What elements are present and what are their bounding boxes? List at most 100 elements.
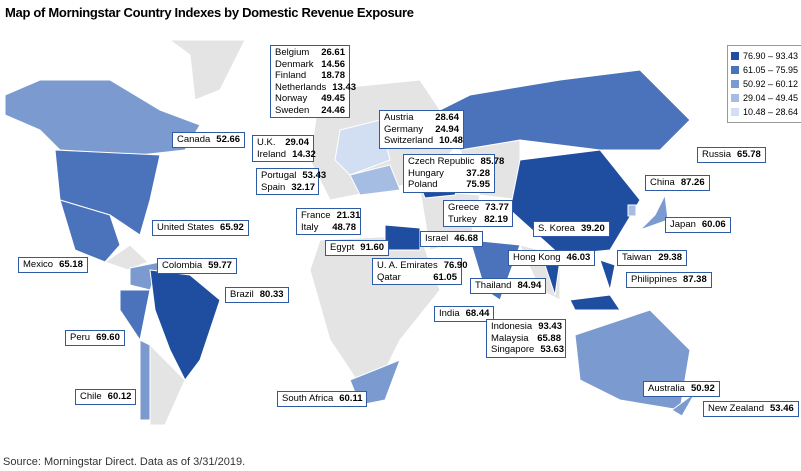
country-name: India: [439, 308, 460, 319]
country-name: Czech Republic: [408, 156, 475, 167]
brazil: [149, 269, 221, 381]
country-value: 87.38: [682, 274, 707, 285]
label-row: Portugal 53.43: [261, 170, 326, 182]
label-row: Israel 46.68: [425, 233, 478, 245]
country-name: U.K.: [257, 137, 276, 148]
japan: [639, 193, 669, 231]
label-row: France 21.31: [301, 210, 360, 222]
country-name: Brazil: [230, 289, 254, 300]
country-name: France: [301, 210, 331, 221]
country-label: Taiwan 29.38: [617, 250, 687, 266]
legend-item: 61.05 – 75.95: [731, 63, 801, 77]
label-row: Finland 18.78: [275, 70, 345, 82]
country-label: Colombia 59.77: [157, 258, 237, 274]
country-label: Canada 52.66: [172, 132, 246, 148]
label-row: Peru 69.60: [70, 332, 120, 344]
country-name: Turkey: [448, 213, 477, 225]
country-value: 60.11: [339, 393, 363, 404]
label-row: Spain 32.17: [261, 181, 316, 194]
country-value: 59.77: [208, 260, 232, 271]
legend: 76.90 – 93.43 61.05 – 75.95 50.92 – 60.12 2…: [727, 45, 801, 123]
country-name: Denmark: [275, 58, 314, 70]
country-label: Australia 50.92: [643, 381, 720, 397]
country-name: Hungary: [408, 167, 444, 179]
country-value: 82.19: [484, 213, 508, 225]
label-row: U. A. Emirates 76.90: [377, 260, 468, 272]
label-row: Poland 75.95: [408, 179, 490, 191]
country-name: Norway: [275, 93, 308, 104]
country-name: Taiwan: [622, 252, 652, 263]
country-value: 65.92: [220, 222, 244, 233]
label-row: Turkey 82.19: [448, 214, 508, 226]
label-row: Hong Kong 46.03: [513, 252, 590, 264]
country-name: Israel: [425, 233, 449, 244]
country-name: Italy: [301, 221, 319, 233]
country-name: Chile: [80, 391, 102, 402]
country-name: Ireland: [257, 148, 287, 160]
country-value: 50.92: [690, 383, 715, 394]
country-label: Austria 28.64 Germany 24.94 Switzerland 10.48: [379, 110, 464, 149]
country-value: 76.90: [443, 260, 468, 271]
country-name: Germany: [384, 123, 424, 135]
country-value: 75.95: [466, 179, 490, 190]
country-name: Austria: [384, 112, 414, 123]
label-row: India 68.44: [439, 308, 489, 320]
country-value: 46.03: [566, 252, 591, 263]
legend-swatch: [731, 80, 739, 88]
country-value: 49.45: [321, 93, 345, 104]
country-label: Mexico 65.18: [18, 257, 88, 273]
label-row: Hungary 37.28: [408, 168, 490, 180]
country-value: 37.28: [466, 167, 490, 179]
label-row: Sweden 24.46: [275, 105, 345, 117]
label-row: Taiwan 29.38: [622, 252, 682, 264]
country-name: Peru: [70, 332, 91, 343]
country-name: Indonesia: [491, 321, 533, 332]
country-value: 32.17: [291, 181, 316, 193]
country-value: 65.18: [59, 259, 83, 270]
label-row: Chile 60.12: [80, 391, 131, 403]
country-label: China 87.26: [645, 175, 710, 191]
legend-swatch: [731, 108, 739, 116]
label-row: Belgium 26.61: [275, 47, 345, 59]
country-name: Egypt: [330, 242, 355, 253]
country-label: Thailand 84.94: [470, 278, 547, 294]
country-label: India 68.44: [434, 306, 495, 322]
country-label: Russia 65.78: [697, 147, 766, 163]
country-label: United States 65.92: [152, 220, 249, 236]
indonesia: [569, 294, 621, 311]
country-value: 52.66: [216, 134, 241, 145]
legend-label: 50.92 – 60.12: [743, 79, 799, 89]
country-value: 60.06: [701, 219, 726, 230]
country-label: Philippines 87.38: [626, 272, 712, 288]
country-value: 53.46: [769, 403, 794, 414]
label-row: Australia 50.92: [648, 383, 715, 395]
country-value: 69.60: [96, 332, 120, 343]
country-value: 53.63: [540, 344, 565, 355]
country-label: U. A. Emirates 76.90 Qatar 61.05: [372, 258, 468, 285]
label-row: U.K. 29.04: [257, 137, 309, 149]
label-row: Egypt 91.60: [330, 242, 384, 254]
country-name: Portugal: [261, 170, 297, 181]
country-name: U. A. Emirates: [377, 260, 438, 271]
country-value: 29.38: [658, 252, 682, 263]
country-label: South Africa 60.11: [277, 391, 368, 407]
country-value: 87.26: [680, 177, 705, 188]
country-label: Czech Republic 85.78 Hungary 37.28 Poland 75.…: [403, 154, 504, 193]
label-row: United States 65.92: [157, 222, 244, 234]
label-row: Italy 48.78: [301, 222, 356, 234]
legend-label: 61.05 – 75.95: [743, 65, 799, 75]
china: [509, 149, 641, 256]
country-name: Malaysia: [491, 332, 529, 344]
country-name: China: [650, 177, 675, 188]
country-value: 13.43: [332, 81, 357, 93]
korea: [627, 204, 637, 217]
country-value: 93.43: [538, 321, 562, 332]
country-value: 14.32: [292, 148, 316, 160]
country-name: New Zealand: [708, 403, 764, 414]
country-value: 10.48: [439, 135, 463, 146]
legend-item: 50.92 – 60.12: [731, 77, 801, 91]
southern-europe: [349, 164, 401, 196]
label-row: Brazil 80.33: [230, 289, 284, 301]
label-row: New Zealand 53.46: [708, 403, 794, 415]
country-value: 21.31: [336, 210, 361, 221]
